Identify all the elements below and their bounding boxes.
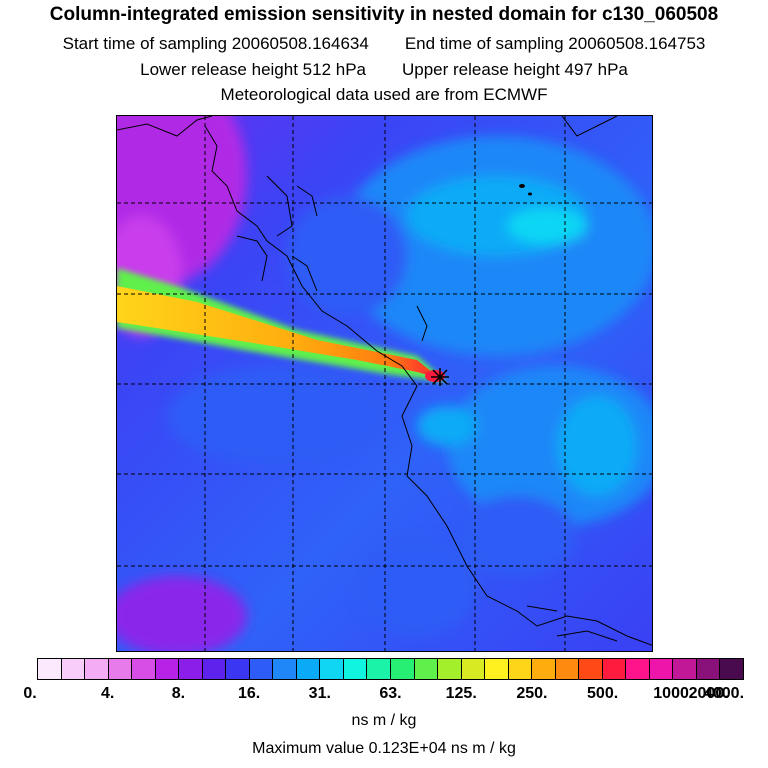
colorbar-tick-label: 125. xyxy=(445,685,477,702)
colorbar-cell xyxy=(579,659,603,679)
colorbar-cell xyxy=(485,659,509,679)
colorbar-cell xyxy=(602,659,627,679)
colorbar-tick-label: 1000. xyxy=(653,685,694,702)
colorbar-cell xyxy=(532,659,556,679)
maximum-value: Maximum value 0.123E+04 ns m / kg xyxy=(252,740,516,757)
island xyxy=(528,192,532,196)
colorbar-tick-label: 8. xyxy=(171,685,186,702)
colorbar-cell xyxy=(108,659,133,679)
met-data-note: Meteorological data used are from ECMWF xyxy=(220,85,548,104)
colorbar-cell xyxy=(202,659,227,679)
colorbar-cell xyxy=(461,659,486,679)
colorbar-cell xyxy=(155,659,180,679)
colorbar-tick-label: 31. xyxy=(308,685,331,702)
sensitivity-map xyxy=(116,115,653,652)
colorbar-cell xyxy=(179,659,203,679)
colorbar-cell xyxy=(696,659,721,679)
colorbar-tick-label: 2000. xyxy=(688,685,729,702)
colorbar-cell xyxy=(508,659,533,679)
colorbar-cell xyxy=(626,659,650,679)
graticule xyxy=(117,116,652,651)
colorbar-tick-label: 500. xyxy=(587,685,619,702)
map-graphic xyxy=(117,116,652,651)
island xyxy=(519,184,525,188)
colorbar-cell xyxy=(296,659,321,679)
colorbar-cell xyxy=(85,659,109,679)
colorbar-cell xyxy=(720,659,743,679)
colorbar-cell xyxy=(343,659,368,679)
colorbar-cell xyxy=(320,659,344,679)
colorbar-cell xyxy=(226,659,250,679)
colorbar-cell xyxy=(38,659,62,679)
coastlines xyxy=(117,116,652,646)
colorbar-cell xyxy=(555,659,580,679)
release-lower: Lower release height 512 hPa xyxy=(140,60,366,79)
sampling-start: Start time of sampling 20060508.164634 xyxy=(62,34,369,53)
colorbar-cell xyxy=(649,659,674,679)
colorbar-cell xyxy=(414,659,439,679)
colorbar-units: ns m / kg xyxy=(351,712,417,729)
colorbar-tick-label: 4. xyxy=(101,685,115,702)
colorbar-tick-label: 4000. xyxy=(703,685,745,702)
colorbar-cell xyxy=(390,659,415,679)
colorbar-tick-label: 16. xyxy=(237,685,261,702)
colorbar-cell xyxy=(438,659,462,679)
release-point-marker xyxy=(431,368,449,386)
colorbar xyxy=(37,658,744,680)
colorbar-cell xyxy=(249,659,274,679)
plume xyxy=(117,268,447,382)
colorbar-tick-label: 250. xyxy=(516,685,548,702)
sensitivity-field xyxy=(117,116,652,651)
colorbar-cell xyxy=(273,659,297,679)
release-upper: Upper release height 497 hPa xyxy=(402,60,628,79)
colorbar-tick-label: 63. xyxy=(379,685,402,702)
sampling-end: End time of sampling 20060508.164753 xyxy=(404,34,706,53)
colorbar-cell xyxy=(673,659,697,679)
sampling-times: Start time of sampling 20060508.164634 En… xyxy=(0,34,768,54)
colorbar-cell xyxy=(132,659,156,679)
colorbar-tick-label: 0. xyxy=(23,685,37,702)
colorbar-cell xyxy=(61,659,86,679)
colorbar-cell xyxy=(367,659,391,679)
map-title: Column-integrated emission sensitivity i… xyxy=(49,4,719,25)
release-heights: Lower release height 512 hPa Upper releas… xyxy=(0,60,768,80)
